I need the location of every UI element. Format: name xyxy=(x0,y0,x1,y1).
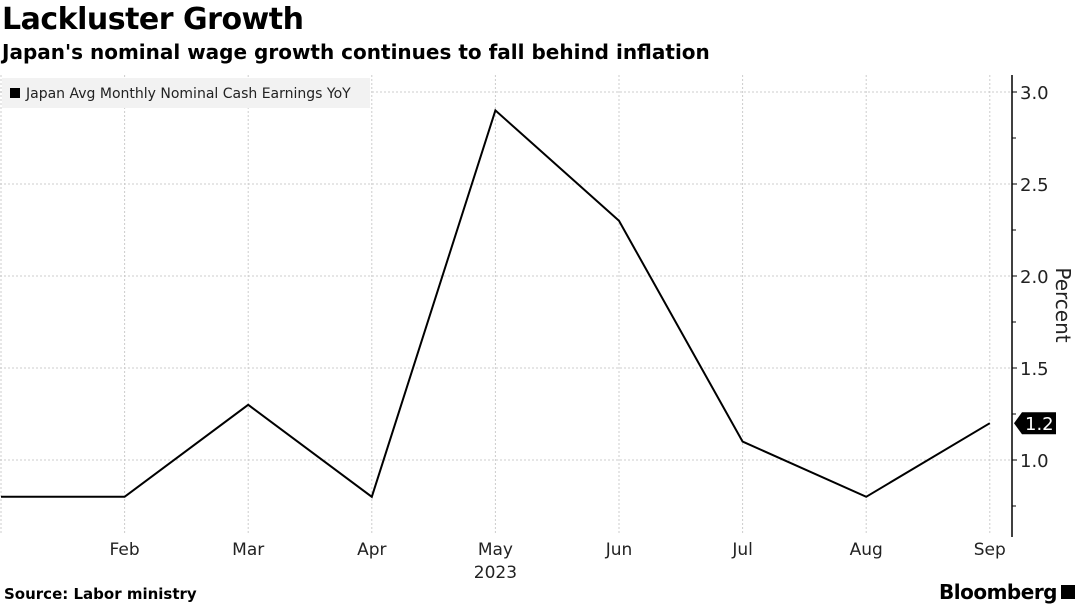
legend-box xyxy=(2,78,370,108)
last-value-label: 1.2 xyxy=(1025,414,1054,435)
x-tick-label: Mar xyxy=(232,540,264,560)
y-axis-label: Percent xyxy=(1051,267,1075,342)
x-tick-label: May xyxy=(478,540,513,560)
legend-swatch xyxy=(10,88,20,98)
x-tick-label: Jun xyxy=(605,540,633,560)
y-tick-label: 3.0 xyxy=(1020,83,1049,104)
x-year-label: 2023 xyxy=(474,563,517,583)
legend-label: Japan Avg Monthly Nominal Cash Earnings … xyxy=(25,86,351,102)
x-tick-label: Jul xyxy=(731,540,753,560)
series-line xyxy=(1,108,991,499)
x-tick-label: Feb xyxy=(110,540,140,560)
chart-title: Lackluster Growth xyxy=(2,2,304,37)
y-tick-label: 1.0 xyxy=(1020,451,1049,472)
last-value-tag xyxy=(1014,412,1056,435)
chart-subtitle: Japan's nominal wage growth continues to… xyxy=(2,40,710,64)
x-tick-label: Sep xyxy=(974,540,1006,560)
bloomberg-logo: Bloomberg xyxy=(939,580,1057,604)
y-tick-label: 2.0 xyxy=(1020,267,1049,288)
x-tick-label: Aug xyxy=(850,540,883,560)
y-tick-label: 1.5 xyxy=(1020,359,1049,380)
source-note: Source: Labor ministry xyxy=(4,585,197,603)
x-tick-label: Apr xyxy=(357,540,386,560)
bloomberg-logo-mark-icon xyxy=(1061,585,1075,599)
y-tick-label: 2.5 xyxy=(1020,175,1049,196)
